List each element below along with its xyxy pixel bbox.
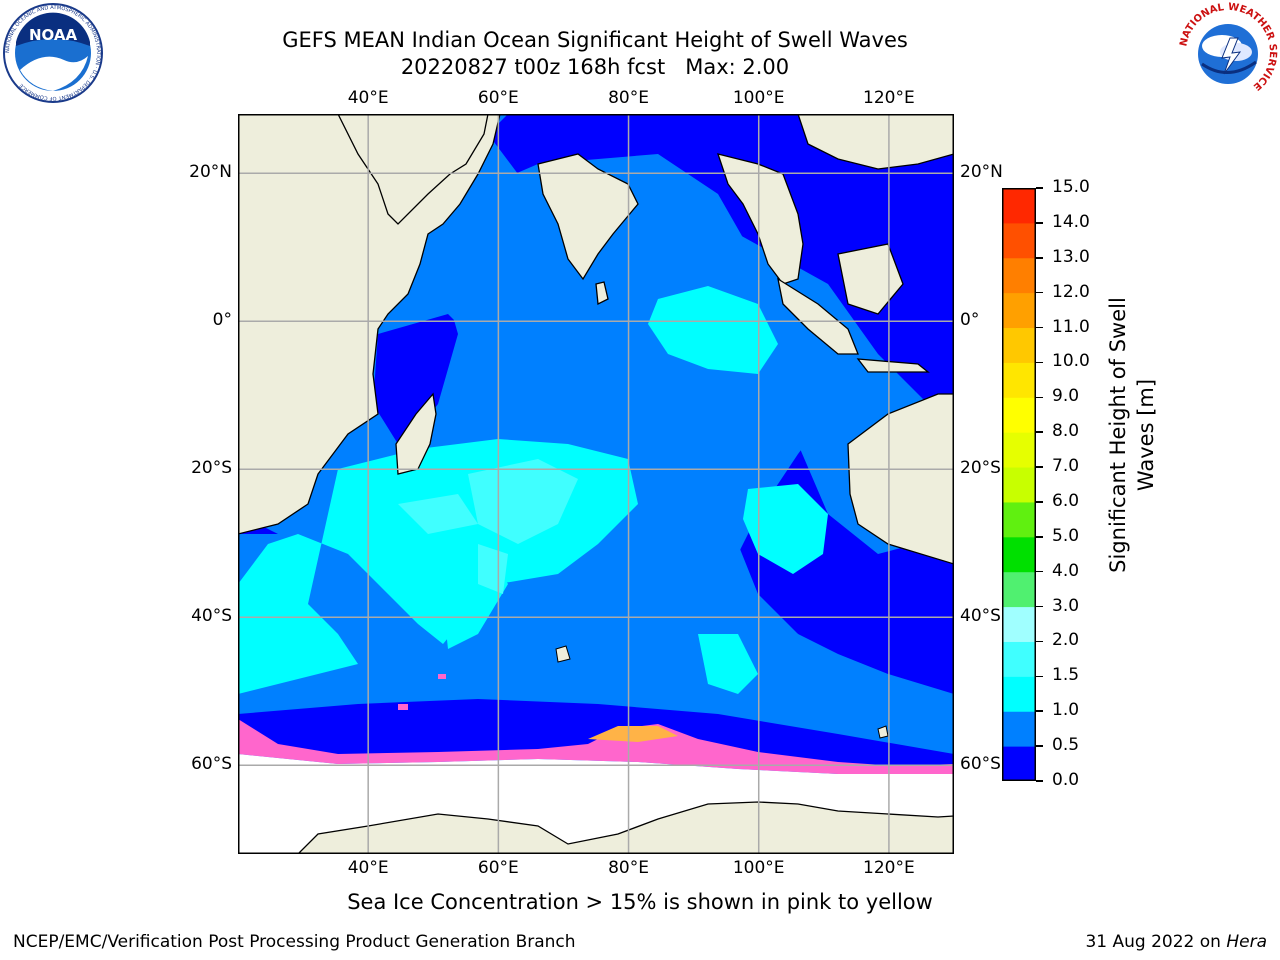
colorbar-segment-1.0 [1002,676,1036,712]
colorbar-tickmark-8.0 [1036,431,1043,433]
colorbar-tickmark-2.0 [1036,640,1043,643]
colorbar-tickmark-1.0 [1036,710,1043,712]
colorbar-tickmark-4.0 [1036,570,1043,573]
colorbar-tick-14.0: 14.0 [1052,211,1090,232]
svg-text:NOAA: NOAA [29,26,78,44]
colorbar-tick-8.0: 8.0 [1052,421,1080,442]
colorbar-tick-9.0: 9.0 [1052,386,1080,407]
lon-tick-bottom-80: 80°E [608,858,649,878]
colorbar-segment-13.0 [1002,222,1036,259]
colorbar-segment-8.0 [1002,397,1036,433]
lon-tick-bottom-60: 60°E [477,858,519,878]
colorbar-label: Significant Height of Swell Waves [m] [1104,297,1174,573]
colorbar-tick-15.0: 15.0 [1052,177,1090,197]
swell-band-1.5-2.0 [398,459,578,594]
colorbar-tick-1.0: 1.0 [1052,700,1080,721]
lat-tick-left-20: 20°N [189,162,232,183]
colorbar-tick-3.0: 3.0 [1052,595,1080,616]
lon-tick-bottom-100: 100°E [732,858,785,878]
colorbar-tickmark-11.0 [1036,326,1043,329]
sea-ice-note: Sea Ice Concentration > 15% is shown in … [347,890,933,914]
colorbar-tick-7.0: 7.0 [1052,456,1080,477]
colorbar-tickmark-9.0 [1036,396,1043,399]
footer-date-text: 31 Aug 2022 on [1085,932,1221,952]
footer-credit: NCEP/EMC/Verification Post Processing Pr… [13,932,576,952]
lat-tick-left--40: 40°S [191,606,232,627]
lat-tick-right-0: 0° [960,310,980,331]
colorbar-tick-6.0: 6.0 [1052,490,1080,511]
lat-tick-left-0: 0° [212,310,232,331]
colorbar-segment-0.0 [1002,746,1036,781]
colorbar-segment-11.0 [1002,292,1036,329]
footer-date: 31 Aug 2022 on Hera [1085,932,1267,952]
colorbar-segment-10.0 [1002,327,1036,363]
islands [555,645,889,739]
lon-tick-bottom-120: 120°E [863,858,915,878]
colorbar-tickmark-13.0 [1036,257,1043,259]
colorbar-segment-0.5 [1002,711,1036,747]
gridlines [238,114,954,854]
lon-tick-top-120: 120°E [863,88,915,108]
colorbar-tick-0.0: 0.0 [1052,770,1080,790]
colorbar-tickmark-10.0 [1036,361,1043,364]
lat-tick-left--20: 20°S [191,458,232,479]
colorbar-tick-2.0: 2.0 [1052,630,1080,651]
lat-tick-right--40: 40°S [960,606,1001,627]
colorbar-tickmark-12.0 [1036,291,1043,294]
land-masses [238,114,954,854]
footer-machine: Hera [1226,932,1267,952]
swell-height-map [238,114,954,854]
colorbar-tickmark-1.5 [1036,675,1043,678]
sea-ice-edge [238,674,954,774]
colorbar-segment-3.0 [1002,571,1036,608]
colorbar-frame [1002,188,1036,781]
colorbar-tickmark-3.0 [1036,605,1043,608]
nws-logo: NATIONAL WEATHER SERVICE [1178,2,1278,100]
lon-tick-top-60: 60°E [477,88,519,108]
colorbar-tick-4.0: 4.0 [1052,560,1080,581]
map-frame [238,114,954,854]
colorbar [1002,188,1036,781]
colorbar-segment-2.0 [1002,606,1036,642]
colorbar-tick-10.0: 10.0 [1052,351,1090,372]
lon-tick-top-100: 100°E [732,88,785,108]
colorbar-segment-9.0 [1002,362,1036,398]
colorbar-segment-6.0 [1002,467,1036,503]
colorbar-label-line1: Significant Height of Swell [1106,297,1130,573]
colorbar-segment-1.5 [1002,641,1036,677]
lat-tick-right--20: 20°S [960,458,1001,479]
lon-tick-top-40: 40°E [347,88,389,108]
colorbar-tick-11.0: 11.0 [1052,316,1090,337]
lon-tick-bottom-40: 40°E [347,858,389,878]
lat-tick-right--60: 60°S [960,754,1001,775]
colorbar-segment-4.0 [1002,536,1036,573]
noaa-logo: NATIONAL OCEANIC AND ATMOSPHERIC ADMINIS… [3,3,103,103]
colorbar-tickmark-15.0 [1036,187,1043,189]
colorbar-tickmark-6.0 [1036,501,1043,503]
colorbar-tickmark-5.0 [1036,536,1043,538]
colorbar-label-line2: Waves [m] [1134,378,1158,492]
colorbar-tick-13.0: 13.0 [1052,246,1090,267]
colorbar-segment-12.0 [1002,257,1036,294]
lon-tick-top-80: 80°E [608,88,649,108]
colorbar-segment-7.0 [1002,432,1036,468]
colorbar-tick-0.5: 0.5 [1052,735,1080,756]
colorbar-tick-1.5: 1.5 [1052,665,1080,686]
colorbar-tick-5.0: 5.0 [1052,525,1080,546]
colorbar-tickmark-14.0 [1036,222,1043,224]
lat-tick-right-20: 20°N [960,162,1003,183]
chart-subtitle: 20220827 t00z 168h fcst Max: 2.00 [400,55,790,79]
colorbar-tickmark-0.0 [1036,780,1043,782]
colorbar-tick-12.0: 12.0 [1052,281,1090,302]
lat-tick-left--60: 60°S [191,754,232,775]
colorbar-segment-14.0 [1002,188,1036,224]
colorbar-tickmark-7.0 [1036,466,1043,468]
colorbar-segment-5.0 [1002,501,1036,538]
colorbar-tickmark-0.5 [1036,745,1043,747]
chart-title: GEFS MEAN Indian Ocean Significant Heigh… [282,28,908,52]
